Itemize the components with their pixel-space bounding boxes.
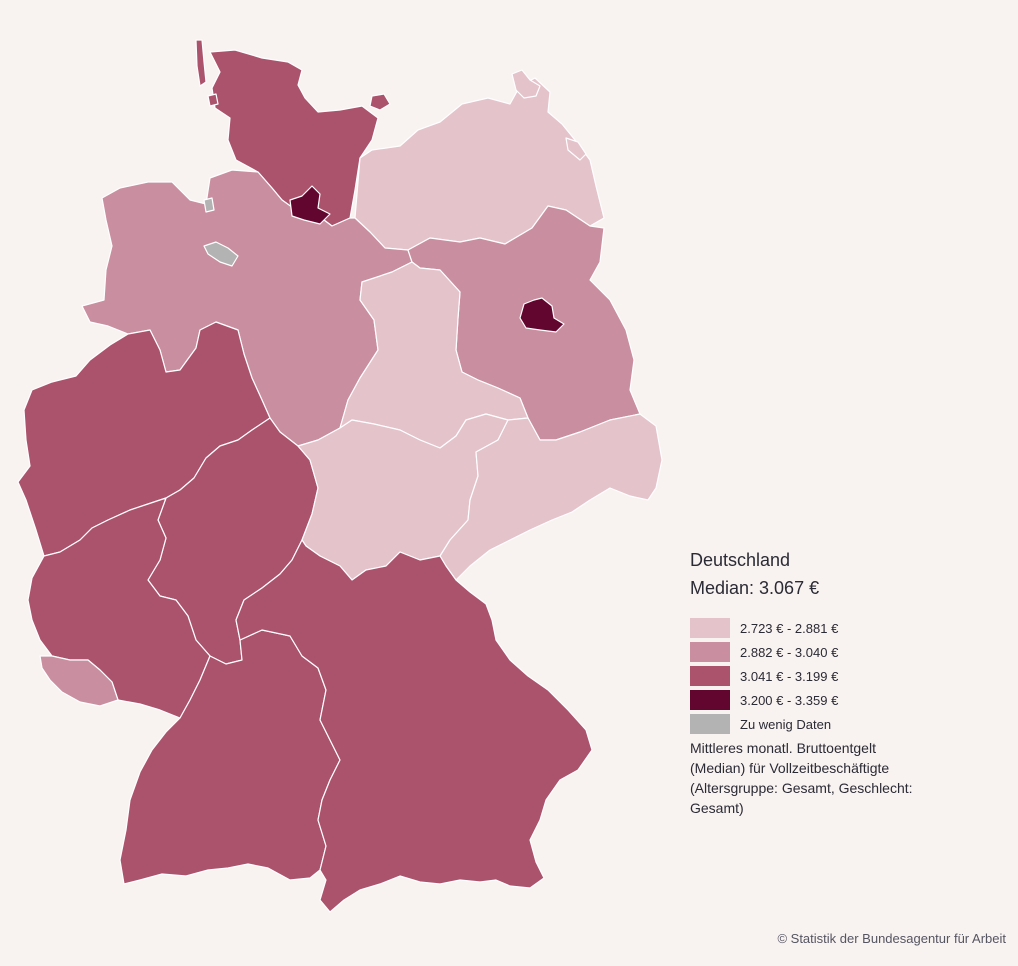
region-schleswig-holstein-fehmarn[interactable] bbox=[369, 93, 391, 111]
legend-title: Deutschland bbox=[690, 550, 791, 570]
map-legend: Deutschland Median: 3.067 € 2.723 € - 2.… bbox=[690, 546, 1010, 818]
legend-swatch bbox=[690, 714, 730, 734]
legend-description: Mittleres monatl. Bruttoentgelt (Median)… bbox=[690, 740, 913, 816]
source-credit: © Statistik der Bundesagentur für Arbeit bbox=[777, 931, 1006, 946]
legend-classes: 2.723 € - 2.881 € 2.882 € - 3.040 € 3.04… bbox=[690, 616, 1010, 736]
legend-swatch bbox=[690, 618, 730, 638]
germany-choropleth-map bbox=[17, 39, 663, 913]
legend-class-3: 3.041 € - 3.199 € bbox=[690, 664, 1010, 688]
legend-label: Zu wenig Daten bbox=[740, 716, 832, 732]
legend-swatch bbox=[690, 642, 730, 662]
legend-class-2: 2.882 € - 3.040 € bbox=[690, 640, 1010, 664]
region-hamburg[interactable] bbox=[289, 185, 331, 225]
region-bremerhaven[interactable] bbox=[203, 197, 215, 213]
legend-label: 3.200 € - 3.359 € bbox=[740, 692, 839, 708]
region-bremen[interactable] bbox=[203, 241, 239, 267]
legend-class-4: 3.200 € - 3.359 € bbox=[690, 688, 1010, 712]
region-bayern[interactable] bbox=[235, 539, 593, 913]
region-sachsen[interactable] bbox=[439, 413, 663, 581]
region-mecklenburg-vorpommern-ruegen[interactable] bbox=[511, 69, 541, 99]
legend-swatch bbox=[690, 666, 730, 686]
legend-label: 3.041 € - 3.199 € bbox=[740, 668, 839, 684]
region-schleswig-holstein[interactable] bbox=[209, 49, 379, 227]
region-saarland[interactable] bbox=[39, 655, 119, 707]
legend-median: Median: 3.067 € bbox=[690, 578, 820, 598]
region-schleswig-holstein-sylt[interactable] bbox=[195, 39, 207, 87]
region-berlin[interactable] bbox=[519, 297, 565, 333]
legend-swatch bbox=[690, 690, 730, 710]
legend-label: 2.723 € - 2.881 € bbox=[740, 620, 839, 636]
legend-class-1: 2.723 € - 2.881 € bbox=[690, 616, 1010, 640]
legend-label: 2.882 € - 3.040 € bbox=[740, 644, 839, 660]
region-schleswig-holstein-amrum[interactable] bbox=[207, 93, 219, 107]
region-mecklenburg-vorpommern-usedom[interactable] bbox=[565, 137, 587, 161]
legend-class-no-data: Zu wenig Daten bbox=[690, 712, 1010, 736]
